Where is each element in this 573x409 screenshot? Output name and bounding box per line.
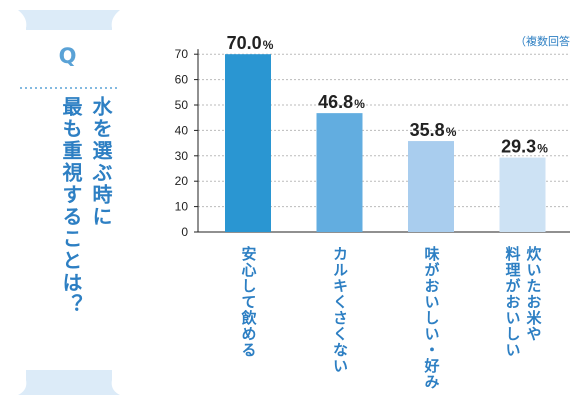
y-tick-label-50: 50 — [175, 98, 189, 112]
question-text: 水を選ぶ時に 最も重視することは？ — [59, 96, 113, 316]
y-tick-label-10: 10 — [175, 200, 189, 214]
category-label-2: カルキくさくない — [331, 246, 349, 374]
y-tick-label-30: 30 — [175, 149, 189, 163]
bar-4 — [499, 157, 546, 232]
category-label-3: 味がおいしい・好み — [422, 246, 441, 390]
multiple-answer-note: （複数回答 — [515, 34, 570, 48]
value-label-2: 46.8% — [318, 92, 365, 112]
bar-2 — [316, 113, 363, 232]
value-label-3: 35.8% — [410, 120, 457, 140]
y-tick-label-60: 60 — [175, 73, 189, 87]
y-tick-label-40: 40 — [175, 123, 189, 137]
y-tick-label-20: 20 — [175, 174, 189, 188]
q-label: Q — [58, 44, 77, 68]
category-label-1: 安心して飲める — [239, 246, 258, 358]
y-tick-label-70: 70 — [175, 47, 189, 61]
y-tick-label-0: 0 — [181, 225, 188, 239]
bar-1 — [225, 54, 271, 233]
question-panel: Q 水を選ぶ時に 最も重視することは？ — [0, 0, 135, 405]
value-label-4: 29.3% — [501, 137, 548, 157]
bar-3 — [408, 141, 454, 232]
category-label-4: 炊いたお米や 料理がおいしい — [503, 246, 543, 358]
bar-chart: 0 10 20 30 40 50 60 70 70.0% 46.8% 35.8% 29.3% （複数… — [175, 33, 570, 239]
value-label-1: 70.0% — [227, 33, 274, 53]
question-frame — [18, 10, 120, 395]
